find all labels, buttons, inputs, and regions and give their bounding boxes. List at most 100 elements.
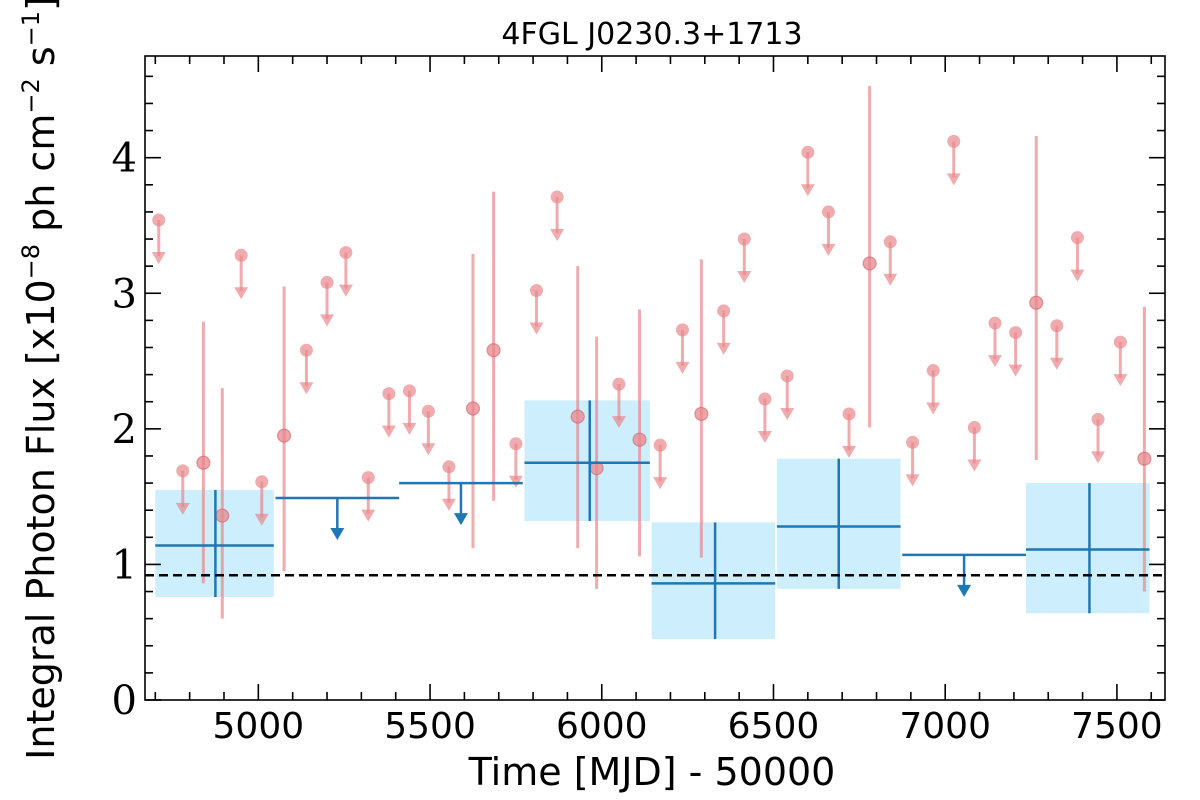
x-tick-label: 6000 (556, 706, 648, 747)
fine-bin-upper-limit-marker (842, 407, 856, 421)
fine-bin-upper-limit-arrowhead (550, 229, 565, 242)
fine-bin-upper-limit-arrowhead (1070, 269, 1085, 282)
fine-bin-upper-limit-marker (758, 392, 772, 406)
fine-bin-upper-limit-marker (1113, 335, 1127, 349)
fine-bin-detection-point (276, 428, 292, 443)
fine-bin-upper-limit-marker (801, 145, 815, 159)
fine-bin-upper-limit-arrowhead (842, 445, 857, 458)
fine-bin-upper-limit-arrowhead (508, 475, 523, 488)
fine-bin-upper-limit-arrowhead (421, 443, 436, 456)
fine-bin-upper-limit-arrowhead (988, 355, 1002, 368)
coarse-bin-upper-limit-arrowhead (957, 584, 972, 597)
coarse-bin-error-box (1025, 483, 1150, 614)
y-axis-label: Integral Photon Flux [x10−8 ph cm−2 s−1] (17, 0, 63, 760)
fine-bin-upper-limit-marker (421, 404, 435, 418)
x-tick-label: 7500 (1071, 706, 1163, 747)
y-axis-label-exp2: −2 (17, 78, 45, 113)
fine-bin-upper-limit-arrowhead (800, 184, 815, 197)
fine-bin-upper-limit-marker (612, 377, 626, 391)
fine-bin-upper-limit-marker (152, 213, 166, 227)
axis-ticks: 5000 5500 6000 6500 7000 7500 0 1 2 3 4 (112, 56, 1165, 747)
fine-bin-upper-limit-arrowhead (381, 425, 396, 438)
y-axis-label-part4: ] (19, 0, 63, 11)
fine-bin-upper-limit-arrowhead (653, 477, 668, 490)
fine-bin-upper-limit-marker (653, 438, 667, 452)
fine-bin-upper-limit-arrowhead (361, 509, 376, 522)
fine-bin-upper-limit-arrowhead (320, 314, 335, 327)
fine-bin-upper-limit-marker (299, 343, 313, 357)
fine-bin-upper-limit-marker (1070, 231, 1084, 245)
y-axis-label-part2: ph cm (19, 114, 63, 244)
fine-bin-upper-limit-marker (1009, 326, 1023, 340)
y-axis-label-exp1: −8 (17, 244, 45, 279)
plot-frame (144, 55, 1166, 701)
y-tick-label: 1 (112, 542, 137, 588)
fine-bin-upper-limit-arrowhead (441, 498, 456, 511)
fine-bin-upper-limit-arrowhead (299, 382, 314, 395)
fine-bin-upper-limit-arrowhead (338, 284, 353, 297)
fine-bin-upper-limit-arrowhead (757, 431, 772, 444)
coarse-bin-upper-limit-arrowhead (330, 527, 345, 540)
fine-bin-upper-limit-marker (234, 248, 248, 262)
fine-bin-upper-limit-marker (717, 304, 731, 318)
fine-bin-detection-point (632, 432, 647, 447)
fine-bin-detection-point (215, 508, 230, 523)
fine-bin-detection-point (570, 409, 585, 424)
fine-bin-upper-limit-marker (947, 134, 961, 148)
fine-bin-upper-limit-marker (361, 471, 375, 485)
x-tick-label: 7000 (899, 706, 991, 747)
y-tick-label: 2 (112, 407, 137, 453)
fine-bin-upper-limit-arrowhead (780, 407, 795, 420)
fine-bin-upper-limit-arrowhead (1113, 374, 1128, 387)
fine-bin-detection-point (196, 455, 211, 470)
y-axis-label-part3: s (19, 46, 63, 78)
fine-bin-upper-limit-marker (1091, 412, 1105, 426)
fine-bin-upper-limit-arrowhead (675, 361, 690, 374)
fine-bin-upper-limit-marker (382, 387, 396, 401)
fine-bin-upper-limit-arrowhead (716, 342, 731, 355)
y-tick-label: 3 (112, 271, 137, 317)
fine-bin-upper-limit-marker (906, 435, 920, 449)
y-axis-label-part1: Integral Photon Flux [x10 (19, 279, 63, 760)
fine-bin-upper-limit-marker (1050, 319, 1064, 333)
x-axis-label: Time [MJD] - 50000 (468, 750, 836, 794)
fine-bin-upper-limit-marker (509, 437, 523, 451)
coarse-bin-upper-limit-arrowhead (453, 513, 468, 526)
y-axis-label-exp3: −1 (17, 11, 45, 46)
fine-bin-upper-limit-marker (737, 232, 751, 246)
fine-bin-detection-point (1029, 295, 1044, 310)
fine-bin-upper-limit-arrowhead (611, 416, 626, 429)
fine-bin-upper-limit-arrowhead (926, 402, 941, 415)
fine-bin-upper-limit-arrowhead (1091, 451, 1106, 464)
fine-bin-upper-limit-marker (176, 464, 190, 478)
fine-bin-detection-point (1137, 451, 1152, 466)
fine-bin-upper-limit-marker (320, 275, 334, 289)
fine-bin-upper-limit-marker (530, 284, 544, 298)
fine-bin-upper-limit-marker (988, 316, 1002, 330)
x-tick-label: 5000 (213, 706, 305, 747)
fine-bin-upper-limit-arrowhead (883, 273, 898, 286)
chart-title: 4FGL J0230.3+1713 (501, 17, 802, 52)
fine-bin-upper-limit-arrowhead (529, 322, 544, 335)
fine-bin-detection-point (694, 406, 709, 422)
fine-bin-upper-limit-marker (339, 246, 353, 260)
coarse-bin-error-box (651, 522, 776, 639)
fine-bin-upper-limit-arrowhead (737, 271, 752, 284)
fine-bin-detection-point (862, 256, 877, 271)
fine-bin-upper-limit-marker (821, 205, 835, 219)
fine-bin-upper-limit-arrowhead (821, 243, 836, 256)
fine-bin-upper-limit-arrowhead (175, 502, 190, 515)
fine-bin-upper-limit-arrowhead (967, 459, 982, 472)
fine-bin-upper-limit-arrowhead (905, 474, 920, 487)
fine-bin-upper-limit-marker (926, 364, 940, 378)
fine-bin-upper-limit-marker (675, 323, 689, 337)
fine-bin-upper-limit-arrowhead (234, 287, 249, 300)
plot-area (145, 85, 1165, 639)
fine-bin-upper-limit-arrowhead (1008, 364, 1023, 377)
fine-bin-upper-limit-marker (442, 460, 456, 474)
fine-bin-detection-point (486, 343, 501, 358)
y-tick-label: 4 (112, 136, 137, 182)
fine-bin-upper-limit-marker (780, 369, 794, 383)
fine-bin-upper-limit-arrowhead (1049, 357, 1064, 370)
